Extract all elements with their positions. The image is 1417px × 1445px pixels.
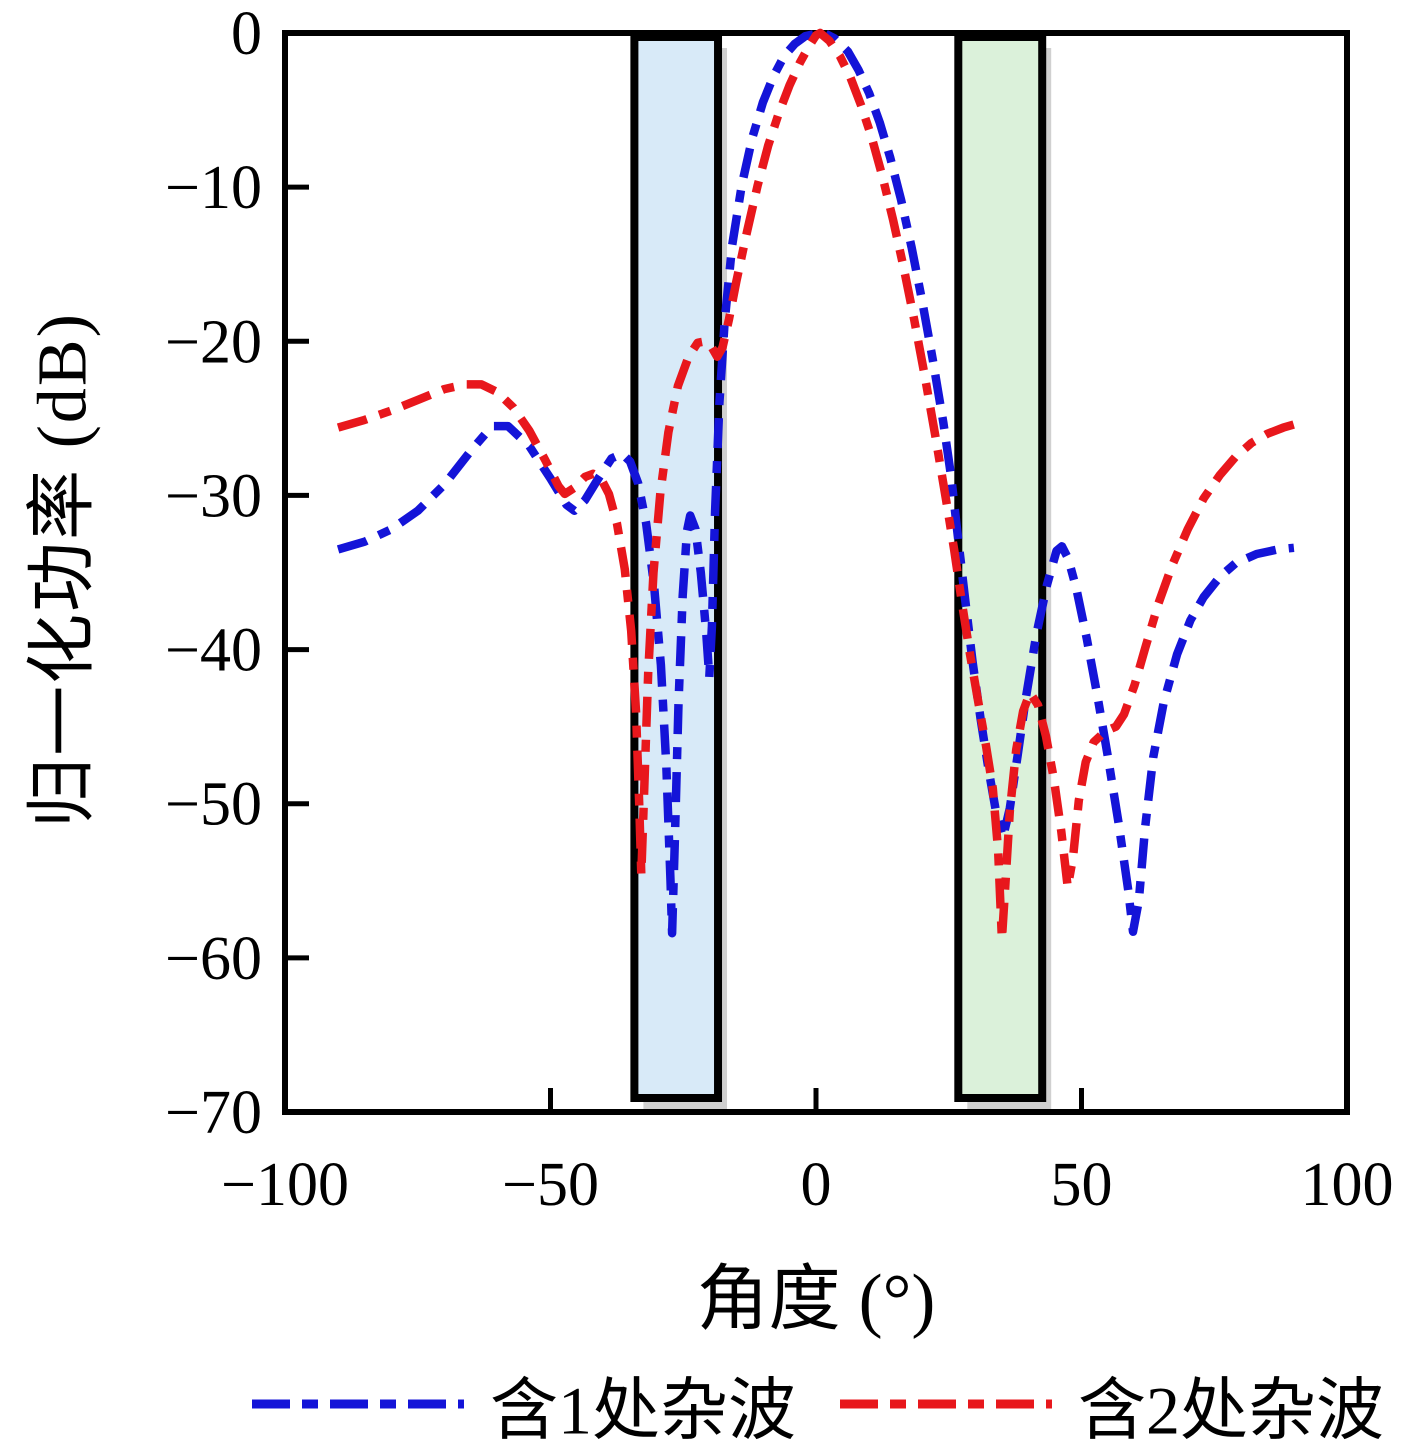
- x-tick-label: 100: [1301, 1151, 1394, 1219]
- x-tick-label: −100: [221, 1151, 349, 1219]
- series1-line-swatch: [251, 1399, 464, 1409]
- x-axis-title: 角度 (°): [696, 1259, 936, 1340]
- clutter-region-2: [954, 33, 1047, 1102]
- clutter-region-1: [630, 33, 723, 1102]
- legend-item-series2: 含2处杂波: [840, 1355, 1384, 1445]
- x-tick-label: 0: [801, 1151, 832, 1219]
- legend: 含1处杂波 含2处杂波: [251, 1355, 1384, 1445]
- series2-line-swatch: [840, 1399, 1052, 1409]
- y-axis-title: 归一化功率 (dB): [24, 312, 102, 828]
- curve-series-1: [336, 28, 1295, 938]
- y-tick-label: −40: [165, 617, 262, 685]
- y-tick-label: −10: [165, 154, 262, 222]
- legend-item-series1: 含1处杂波: [251, 1355, 796, 1445]
- y-tick-label: −70: [165, 1079, 262, 1147]
- y-tick-label: −30: [165, 462, 262, 530]
- legend-label-series1: 含1处杂波: [489, 1372, 796, 1445]
- y-tick-label: −20: [165, 308, 262, 376]
- y-tick-label: −50: [165, 771, 262, 839]
- plot-frame: [282, 30, 1350, 1115]
- y-tick-label: −60: [165, 925, 262, 993]
- legend-label-series2: 含2处杂波: [1078, 1372, 1385, 1445]
- curve-series-2: [336, 28, 1296, 944]
- y-tick-label: 0: [231, 0, 262, 68]
- x-tick-label: 50: [1051, 1151, 1113, 1219]
- x-tick-label: −50: [502, 1151, 599, 1219]
